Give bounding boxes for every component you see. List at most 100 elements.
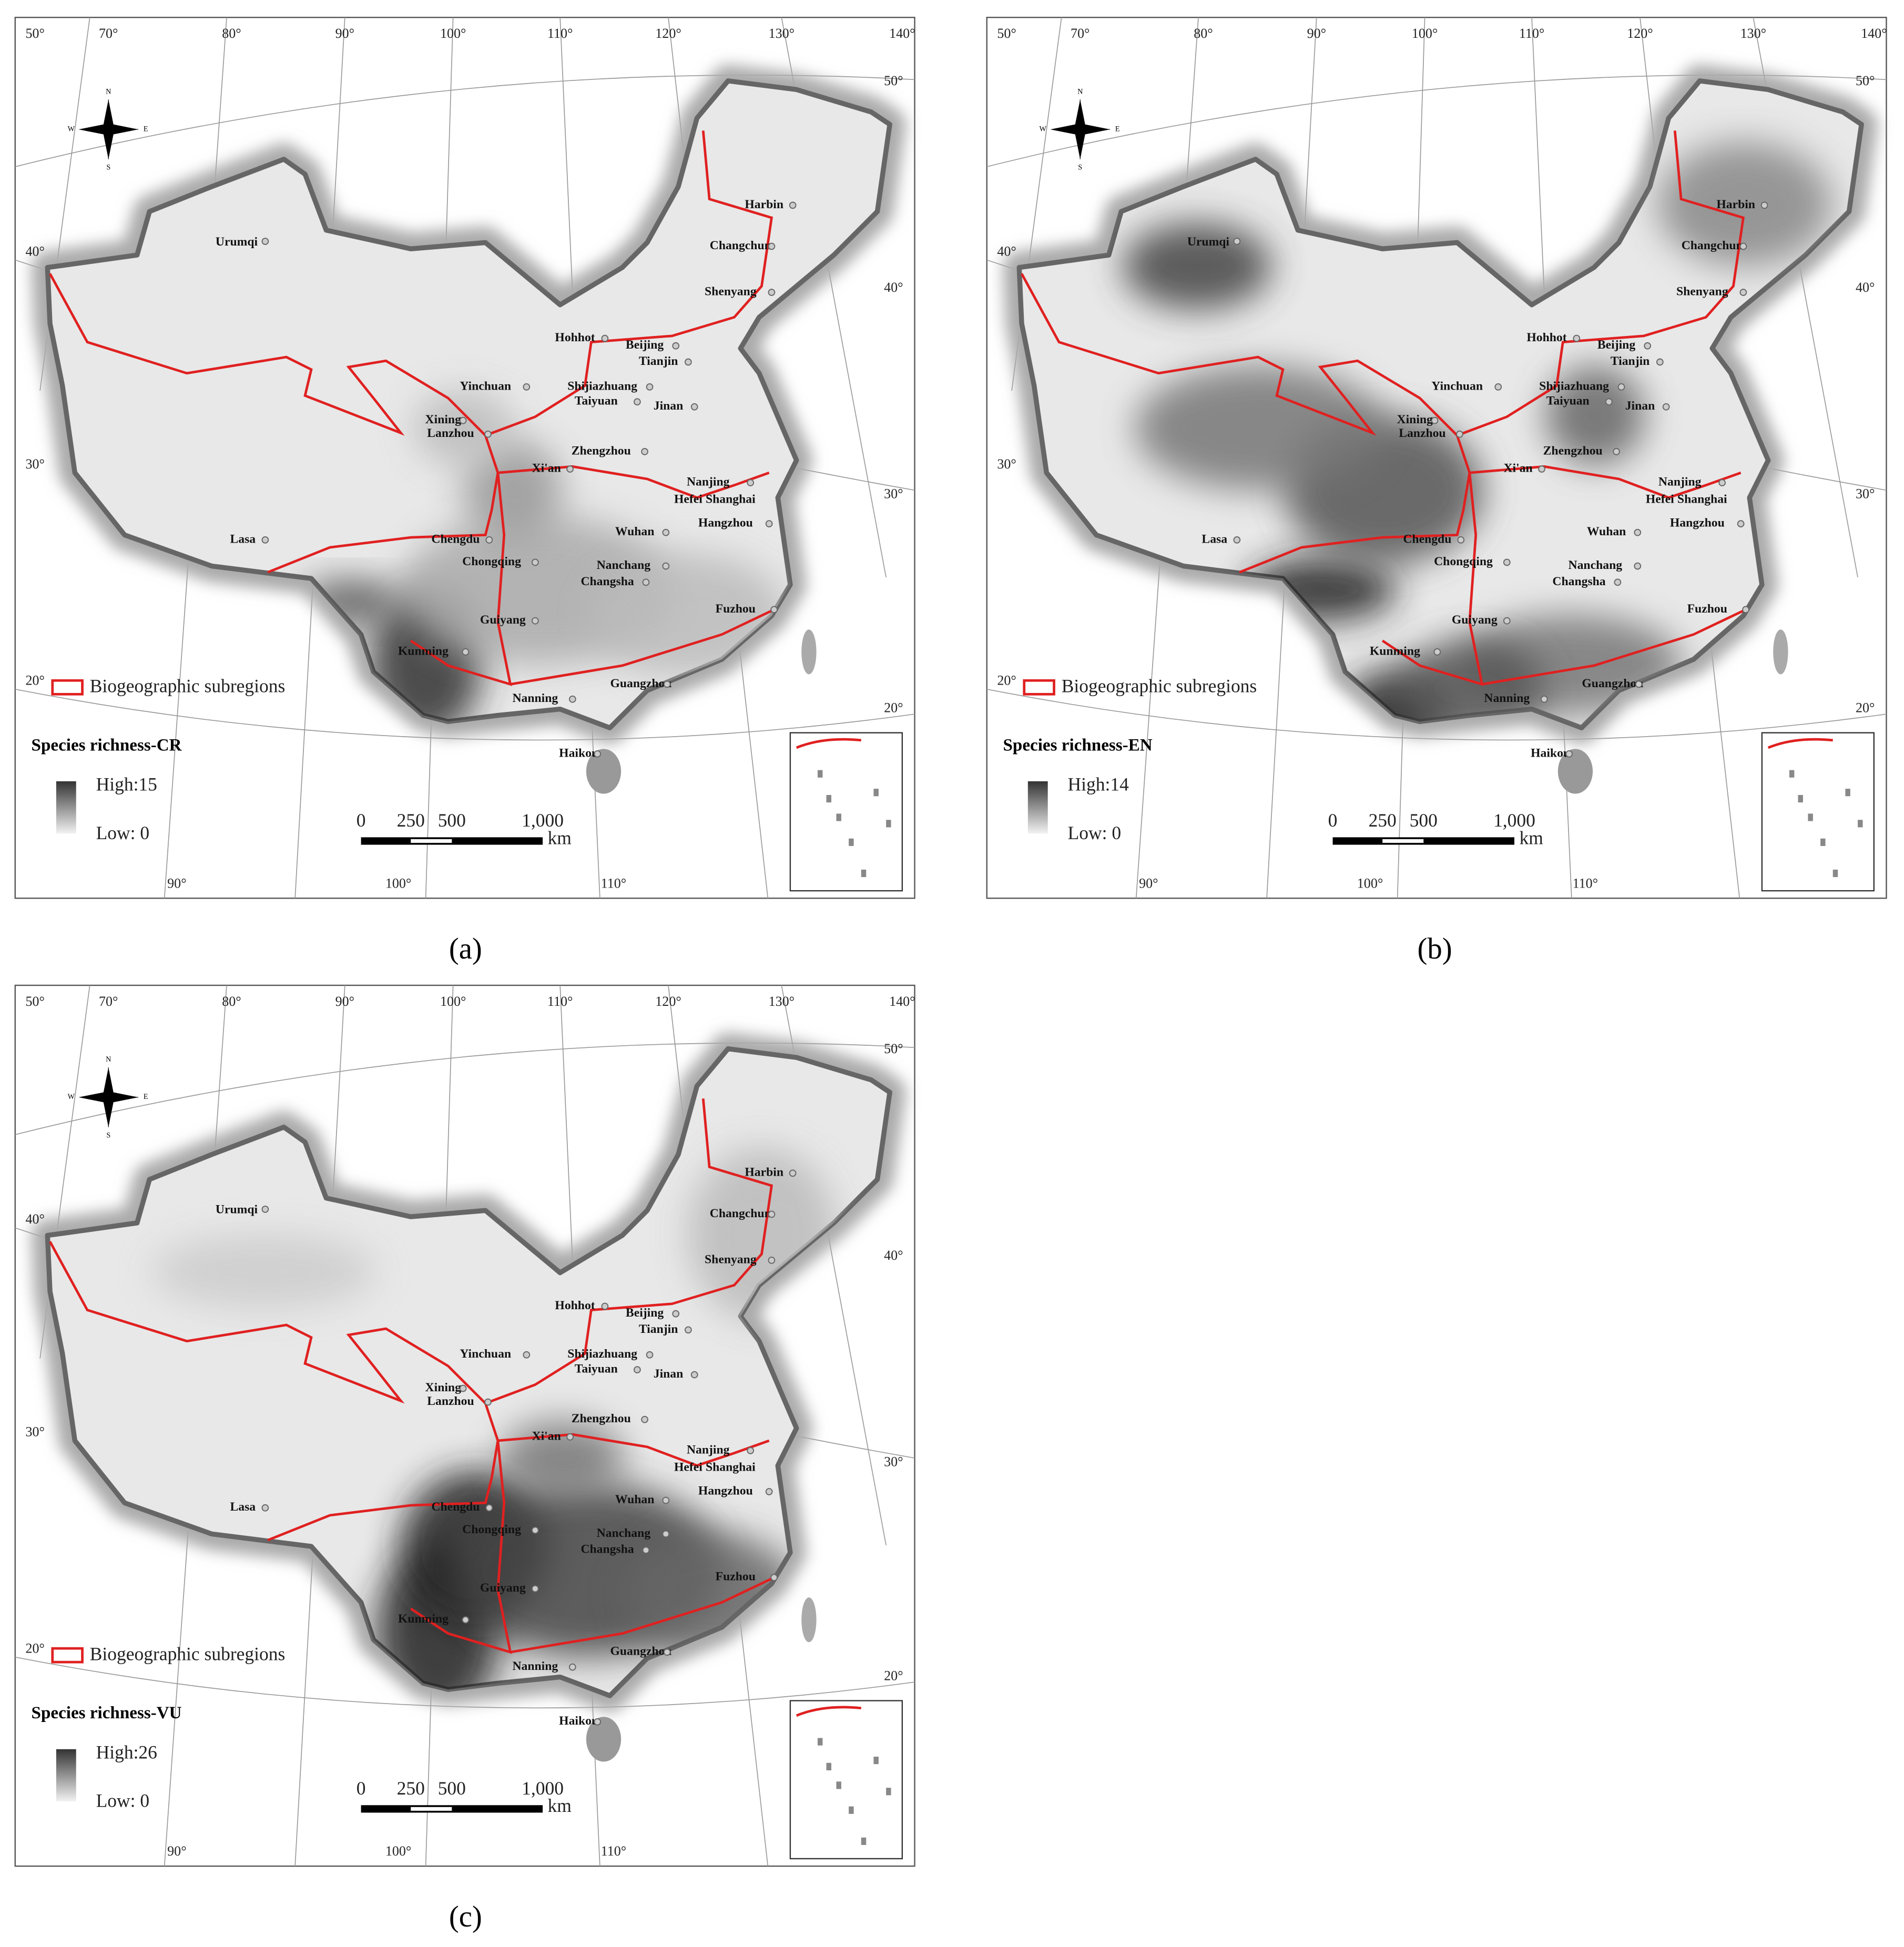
city-dot — [462, 648, 470, 656]
city-dot — [634, 1366, 641, 1373]
longitude-label: 120° — [655, 26, 681, 41]
city-dot — [601, 1302, 609, 1310]
city-label: Lanzhou — [427, 426, 474, 440]
city-label: Haikou — [1531, 746, 1570, 760]
city-label: Guiyang — [480, 1581, 526, 1595]
compass-letter: N — [106, 87, 111, 96]
city-dot — [1614, 578, 1622, 586]
city-dot — [1573, 334, 1581, 342]
city-label: Wuhan — [1587, 525, 1626, 538]
legend-low: Low: 0 — [96, 1790, 150, 1811]
longitude-label: 80° — [222, 26, 241, 41]
city-dot — [662, 562, 670, 570]
longitude-label: 130° — [769, 26, 795, 41]
longitude-label: 90° — [335, 994, 354, 1009]
city-label: Xi'an — [532, 1429, 561, 1443]
city-dot — [1431, 416, 1439, 424]
legend-swatch — [1023, 679, 1055, 696]
city-label: Changsha — [581, 575, 634, 588]
legend-swatch — [51, 1647, 84, 1664]
city-label: Chengdu — [431, 1500, 480, 1514]
longitude-label: 100° — [440, 26, 466, 41]
city-label: Lasa — [1202, 532, 1227, 546]
city-label: Shenyang — [705, 1252, 757, 1266]
city-label: Hangzhou — [698, 516, 753, 530]
longitude-label: 90° — [335, 26, 354, 41]
longitude-label: 90° — [167, 875, 186, 891]
compass-letter: N — [1077, 87, 1083, 96]
subregion-boundary — [497, 1433, 770, 1467]
city-dot — [663, 1648, 671, 1656]
compass-rose — [108, 1067, 139, 1127]
subregion-boundary — [1381, 472, 1484, 686]
city-label: Xining — [1397, 413, 1433, 426]
city-label: Shijiazhuang — [567, 1347, 637, 1361]
city-dot — [663, 680, 671, 688]
city-label: Nanchang — [1569, 558, 1623, 572]
island — [1773, 629, 1788, 675]
city-label: Hefei — [674, 1460, 702, 1474]
latitude-label: 40° — [25, 243, 44, 259]
city-dot — [641, 448, 648, 455]
longitude-label: 110° — [547, 994, 573, 1009]
city-label: Xining — [425, 1381, 462, 1394]
latitude-label: 40° — [884, 280, 903, 295]
longitude-label: 130° — [1740, 26, 1766, 41]
inset-island — [1798, 794, 1803, 803]
city-label: Guiyang — [1452, 613, 1498, 627]
city-label: Guangzhou — [1582, 677, 1643, 690]
city-label: Changchun — [710, 239, 771, 252]
city-label: Beijing — [626, 1306, 664, 1320]
inset-island — [1858, 820, 1863, 828]
city-dot — [484, 430, 492, 438]
city-dot — [1494, 383, 1502, 391]
scale-bar — [411, 839, 452, 843]
city-label: Harbin — [1716, 198, 1755, 211]
city-label: Harbin — [745, 1166, 783, 1179]
city-label: Taiyuan — [575, 394, 618, 408]
legend-gradient — [56, 781, 76, 834]
legend-high: High:26 — [96, 1741, 157, 1762]
city-dot — [459, 1384, 467, 1392]
city-label: Kunming — [398, 644, 449, 658]
subregion-boundary — [497, 465, 770, 499]
longitude-label: 100° — [385, 1843, 411, 1859]
latitude-label: 40° — [884, 1248, 903, 1263]
city-label: Lanzhou — [427, 1394, 474, 1408]
longitude-label: 90° — [167, 1843, 186, 1859]
longitude-label: 140° — [889, 26, 915, 41]
inset-island — [886, 1788, 891, 1796]
city-label: Tianjin — [639, 1322, 678, 1336]
city-dot — [484, 1398, 492, 1406]
city-label: Guangzhou — [610, 677, 671, 690]
city-label: Shenyang — [1676, 284, 1728, 298]
scale-unit: km — [1519, 827, 1543, 848]
city-dot — [765, 520, 773, 528]
city-dot — [261, 238, 269, 245]
city-dot — [662, 1496, 670, 1504]
island — [586, 1717, 622, 1762]
city-dot — [1540, 695, 1548, 703]
inset-island — [1820, 838, 1826, 846]
city-label: Lanzhou — [1399, 426, 1445, 440]
inset-boundary — [1767, 738, 1833, 749]
longitude-label: 140° — [889, 994, 915, 1009]
latitude-label: 30° — [25, 1424, 44, 1440]
city-label: Changchun — [1682, 239, 1743, 252]
city-label: Yinchuan — [460, 1347, 511, 1361]
latitude-label: 20° — [25, 673, 44, 688]
city-dot — [523, 383, 531, 391]
city-label: Tianjin — [1611, 354, 1650, 368]
city-label: Shijiazhuang — [567, 379, 637, 393]
latitude-label: 20° — [997, 673, 1016, 688]
city-dot — [1644, 342, 1652, 350]
city-label: Chengdu — [1403, 532, 1451, 546]
city-dot — [1503, 558, 1511, 566]
city-dot — [747, 479, 755, 486]
latitude-label: 30° — [1856, 486, 1875, 502]
inset-island — [826, 794, 831, 803]
city-dot — [1456, 430, 1463, 438]
city-label: Shanghai — [706, 1460, 756, 1474]
city-label: Taiyuan — [1546, 394, 1590, 408]
